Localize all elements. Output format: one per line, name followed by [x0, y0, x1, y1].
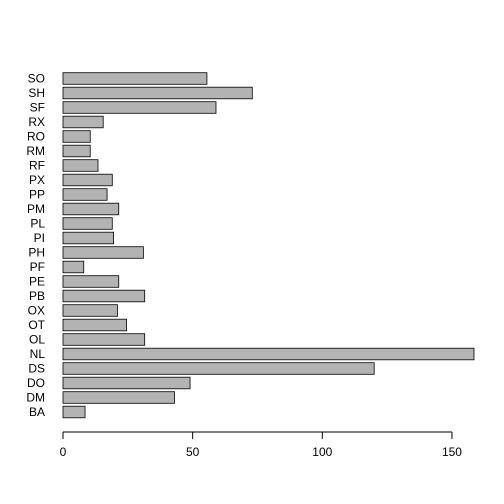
category-label-ds: DS [28, 362, 45, 376]
bar-ro [62, 130, 91, 143]
bar-ol [62, 333, 146, 346]
category-label-ph: PH [28, 246, 45, 260]
x-tick-label-50: 50 [186, 445, 200, 459]
bar-rx [62, 115, 104, 129]
category-label-px: PX [29, 173, 45, 187]
bar-nl [62, 347, 475, 361]
category-label-pl: PL [30, 217, 45, 231]
bars-group [62, 72, 475, 419]
category-label-nl: NL [30, 347, 46, 361]
bar-sh [62, 86, 253, 100]
bar-pm [62, 202, 120, 216]
category-label-sh: SH [28, 86, 45, 100]
category-label-ro: RO [27, 130, 45, 144]
category-label-ot: OT [28, 318, 45, 332]
category-label-pi: PI [34, 231, 45, 245]
category-label-pb: PB [29, 289, 45, 303]
category-label-so: SO [28, 72, 45, 86]
category-label-do: DO [27, 376, 45, 390]
category-label-pe: PE [29, 275, 45, 289]
bar-pf [62, 260, 85, 274]
bar-do [62, 376, 191, 390]
category-label-pp: PP [29, 188, 45, 202]
bar-ot [62, 318, 127, 332]
category-labels: SOSHSFRXRORMRFPXPPPMPLPIPHPFPEPBOXOTOLNL… [26, 72, 45, 420]
category-label-pm: PM [27, 202, 45, 216]
bar-pl [62, 217, 113, 230]
bar-pi [62, 231, 114, 245]
category-label-rf: RF [29, 159, 45, 173]
bar-pb [62, 289, 146, 303]
x-tick-label-150: 150 [442, 445, 462, 459]
bar-pp [62, 188, 108, 201]
bar-so [62, 72, 208, 85]
x-tick-label-100: 100 [312, 445, 332, 459]
bar-ph [62, 246, 144, 259]
x-tick-label-0: 0 [60, 445, 67, 459]
category-label-sf: SF [30, 101, 45, 115]
category-label-rx: RX [28, 115, 45, 129]
bar-rm [62, 144, 91, 158]
bar-ba [62, 405, 86, 419]
category-label-ba: BA [29, 405, 45, 419]
x-axis: 0 50 100 150 [60, 431, 462, 459]
bar-ds [62, 362, 375, 375]
category-label-ox: OX [28, 304, 45, 318]
bar-ox [62, 304, 118, 317]
bar-px [62, 173, 113, 187]
bar-dm [62, 391, 175, 404]
category-label-dm: DM [26, 391, 45, 405]
category-label-rm: RM [26, 144, 45, 158]
bar-pe [62, 275, 120, 288]
category-label-ol: OL [29, 333, 45, 347]
bar-sf [62, 101, 217, 114]
category-label-pf: PF [30, 260, 45, 274]
bar-rf [62, 159, 99, 172]
